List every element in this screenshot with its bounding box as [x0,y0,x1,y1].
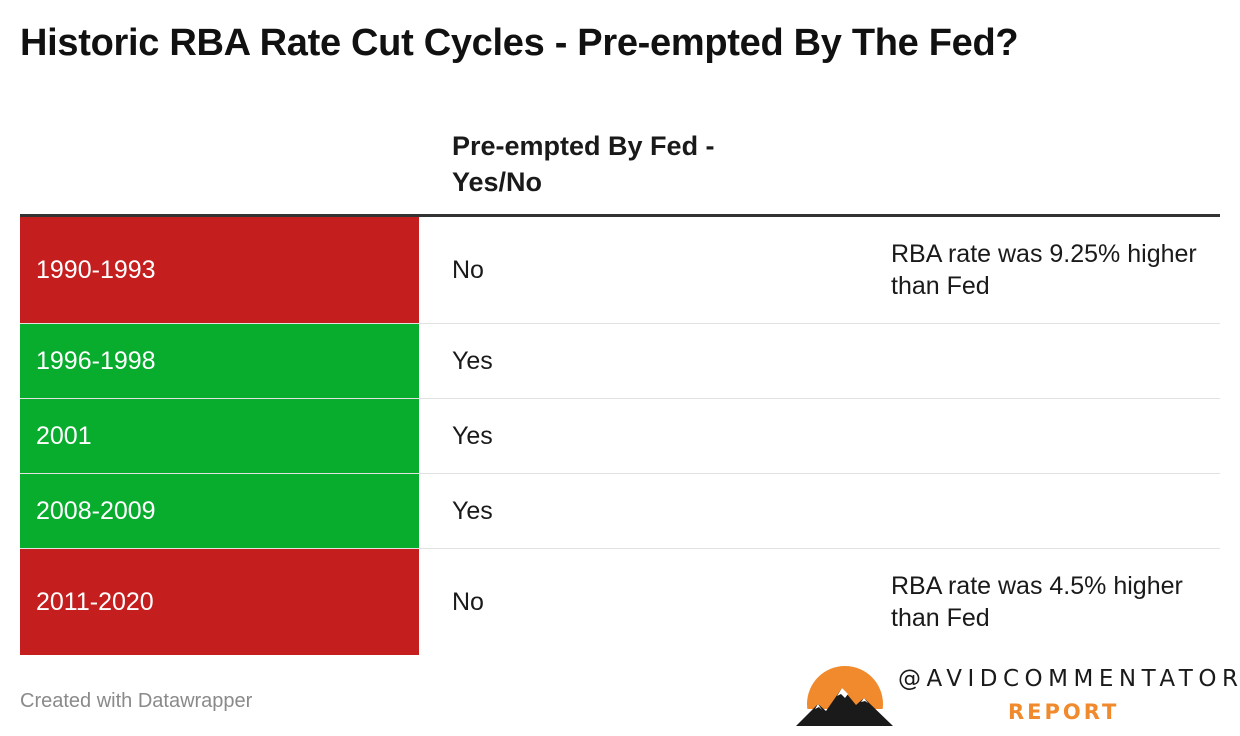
brand-handle: @AVIDCOMMENTATOR [898,666,1240,692]
column-header-preempted: Pre-empted By Fed - Yes/No [452,131,715,197]
table-row: 1996-1998 Yes [20,324,1220,399]
period-cell: 1996-1998 [20,324,419,398]
data-table: Pre-empted By Fed - Yes/No 1990-1993 No RB… [20,120,1220,655]
preempted-cell: Yes [452,346,493,375]
table-row: 2001 Yes [20,399,1220,474]
period-cell: 2011-2020 [20,549,419,655]
preempted-cell: No [452,587,484,616]
brand-subtitle: REPORT [1008,700,1120,724]
preempted-cell: Yes [452,421,493,450]
datawrapper-credit: Created with Datawrapper [20,690,253,712]
table-row: 1990-1993 No RBA rate was 9.25% higher tha… [20,217,1220,324]
preempted-cell: No [452,255,484,284]
period-cell: 2008-2009 [20,474,419,548]
period-cell: 1990-1993 [20,217,419,323]
table-body: 1990-1993 No RBA rate was 9.25% higher tha… [20,217,1220,655]
table-row: 2011-2020 No RBA rate was 4.5% higher than… [20,549,1220,655]
table-header: Pre-empted By Fed - Yes/No [20,120,1220,217]
chart-title: Historic RBA Rate Cut Cycles - Pre-empte… [20,22,1019,64]
preempted-cell: Yes [452,496,493,525]
note-cell: RBA rate was 4.5% higher than Fed [891,572,1183,632]
period-cell: 2001 [20,399,419,473]
mountain-sun-logo-icon [796,666,894,728]
table-row: 2008-2009 Yes [20,474,1220,549]
brand-logo: @AVIDCOMMENTATOR REPORT [796,660,1238,732]
note-cell: RBA rate was 9.25% higher than Fed [891,240,1197,300]
